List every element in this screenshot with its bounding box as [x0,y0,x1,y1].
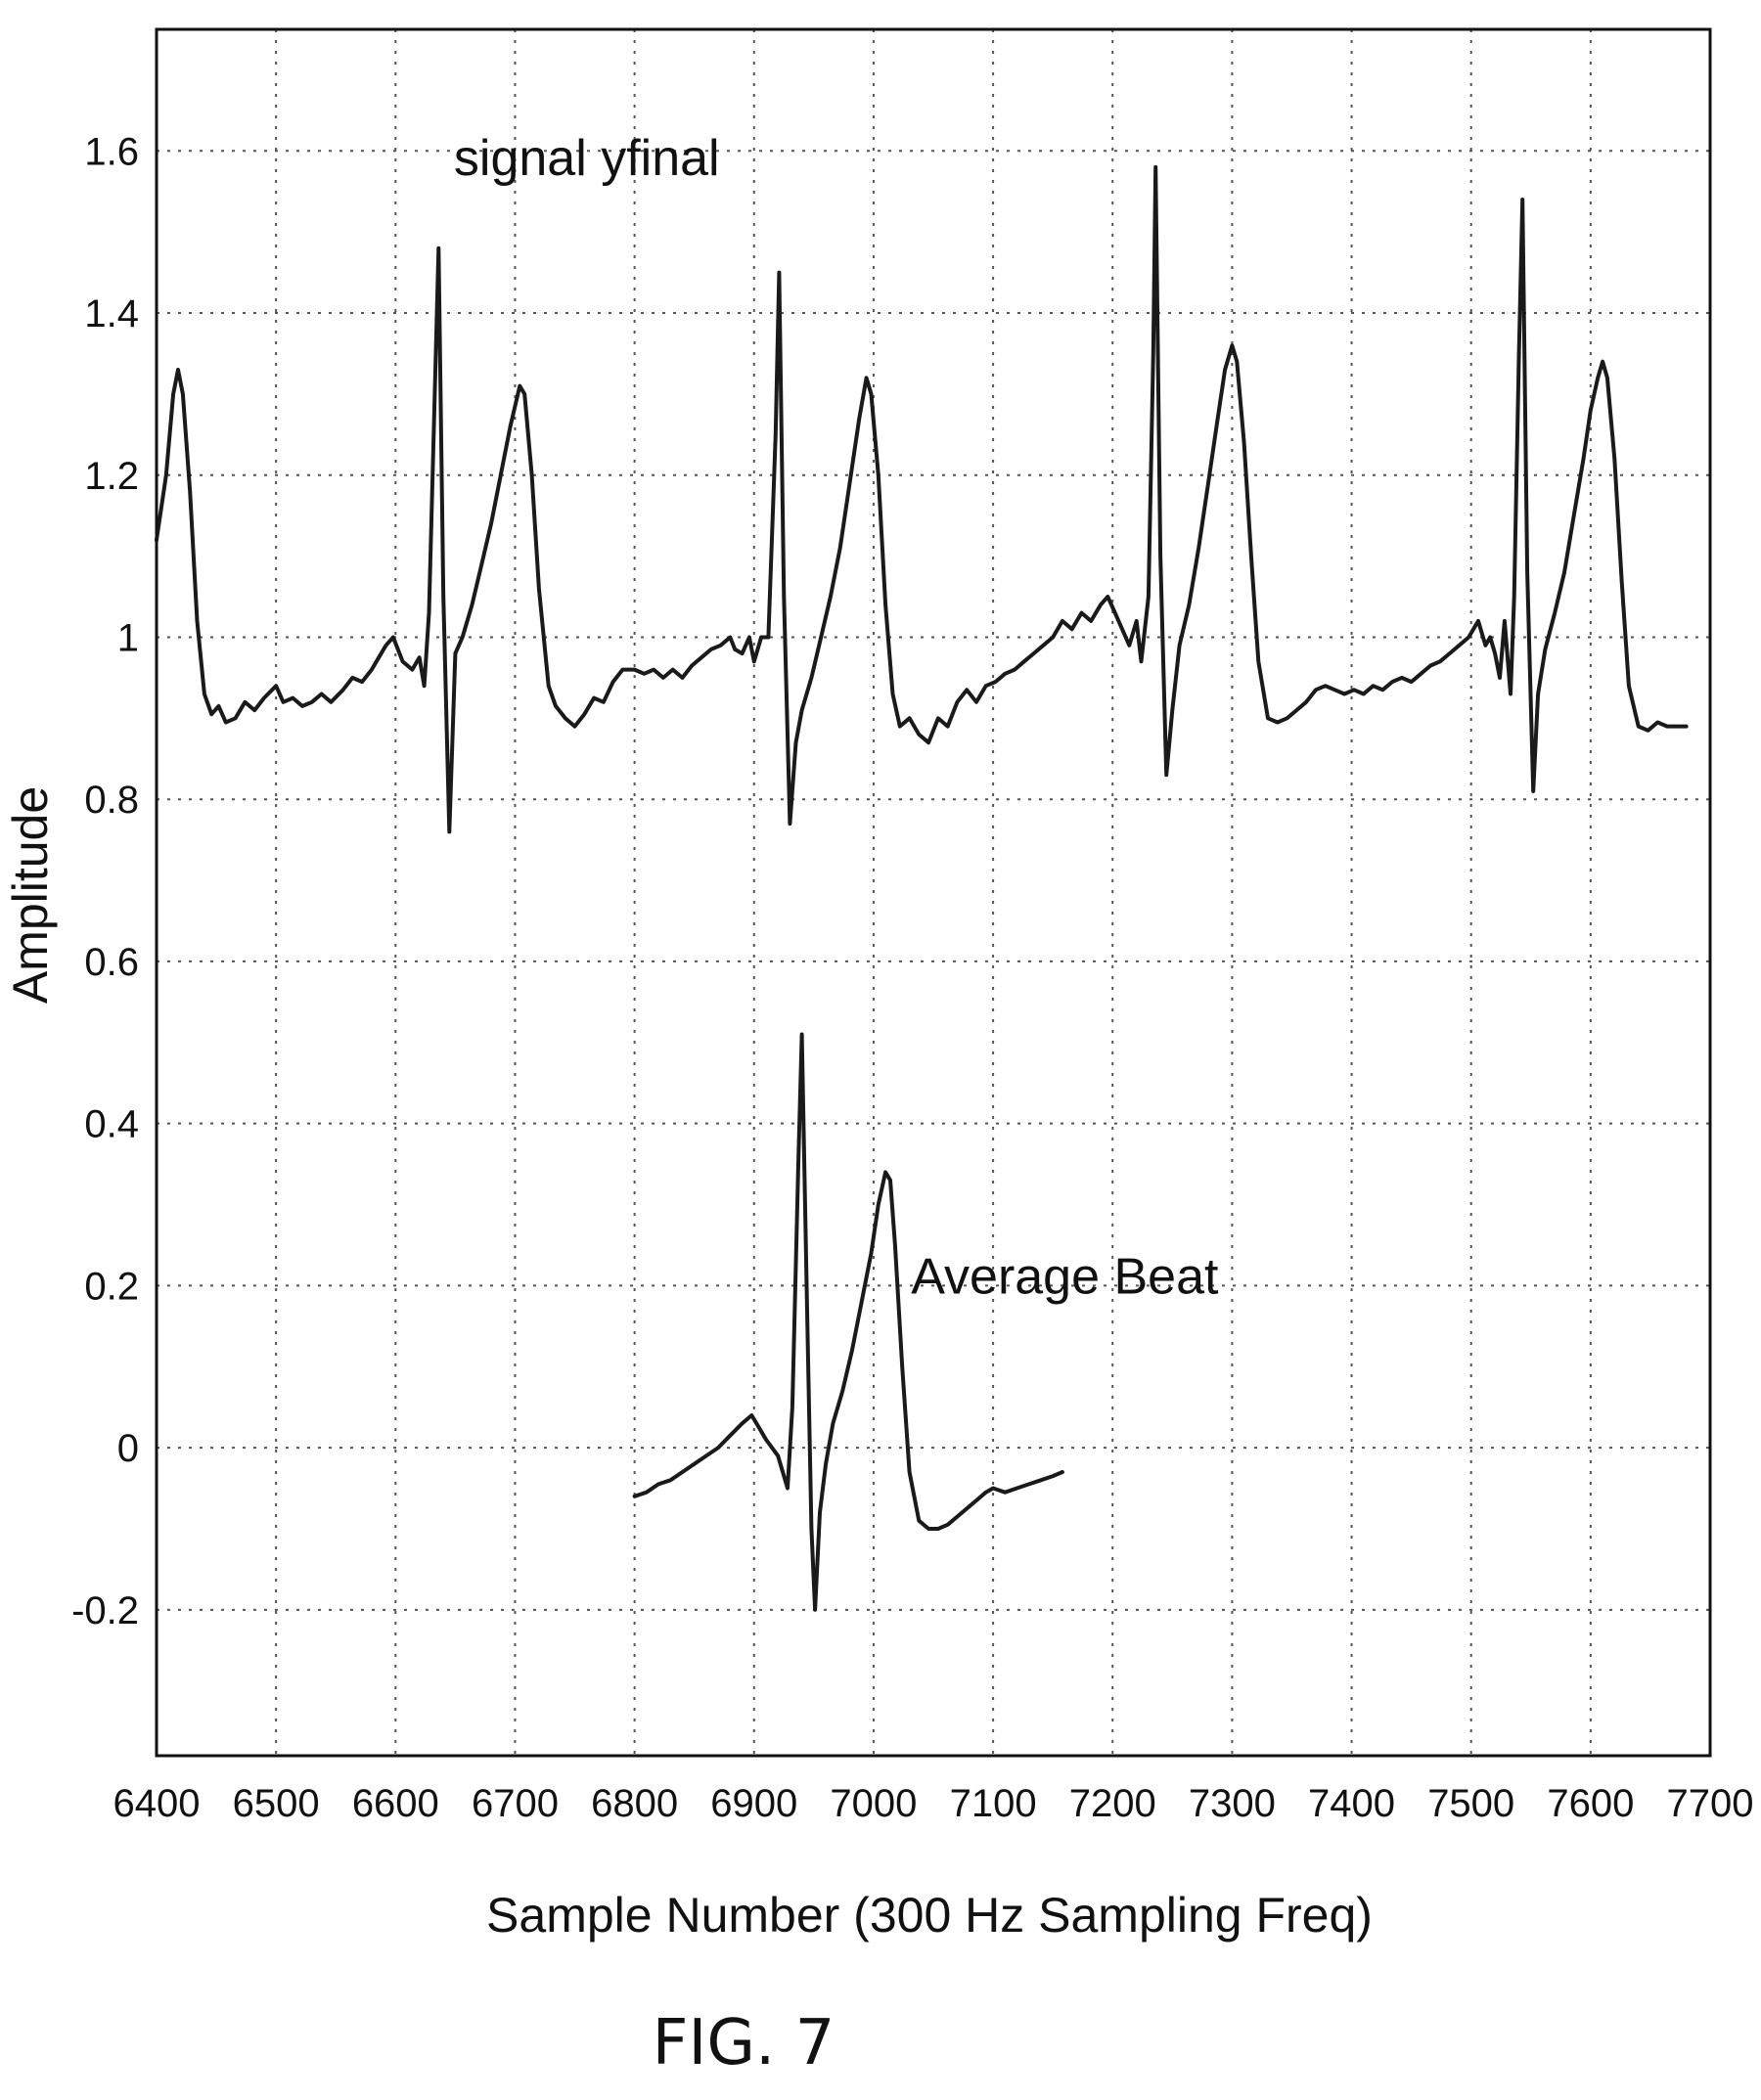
x-tick-labels: 6400 6500 6600 6700 6800 6900 7000 7100 7200 7300… [113,1782,1754,1825]
figure-label: FIG. 7 [653,2007,835,2079]
x-tick-label: 6700 [472,1782,559,1825]
x-tick-label: 7200 [1069,1782,1156,1825]
y-tick-label: 1 [117,616,139,659]
x-tick-label: 6900 [710,1782,797,1825]
annotations: signal yfinal Average Beat [454,130,1219,1306]
series-line-average-beat [632,1032,1064,1612]
x-tick-label: 6400 [113,1782,201,1825]
series-line-signal [155,164,1689,834]
plot-frame [155,27,1712,1758]
y-tick-label: 0.4 [84,1103,139,1146]
y-tick-label: 0.6 [84,941,139,984]
x-tick-label: 7700 [1667,1782,1754,1825]
x-tick-label: 7300 [1189,1782,1276,1825]
annotation-label: signal yfinal [454,130,720,187]
x-tick-label: 7600 [1547,1782,1634,1825]
series-layer [155,164,1689,1612]
x-tick-label: 7500 [1427,1782,1514,1825]
y-tick-label: 0.8 [84,779,139,822]
x-tick-label: 6500 [233,1782,320,1825]
grid-lines [157,29,1710,1756]
y-tick-label: -0.2 [71,1589,139,1632]
x-tick-label: 7100 [950,1782,1037,1825]
y-tick-label: 1.6 [84,130,139,173]
y-axis-label: Amplitude [3,786,58,1004]
y-tick-labels: -0.2 0 0.2 0.4 0.6 0.8 1 1.2 1.4 1.6 [71,130,139,1632]
y-tick-label: 1.2 [84,455,139,498]
x-axis-label: Sample Number (300 Hz Sampling Freq) [486,1888,1373,1943]
y-tick-label: 1.4 [84,292,139,335]
y-tick-label: 0 [117,1427,139,1470]
annotation-label: Average Beat [911,1249,1219,1306]
x-tick-label: 7000 [830,1782,917,1825]
x-tick-label: 7400 [1308,1782,1395,1825]
y-tick-label: 0.2 [84,1265,139,1308]
x-tick-label: 6600 [352,1782,439,1825]
x-tick-label: 6800 [591,1782,678,1825]
